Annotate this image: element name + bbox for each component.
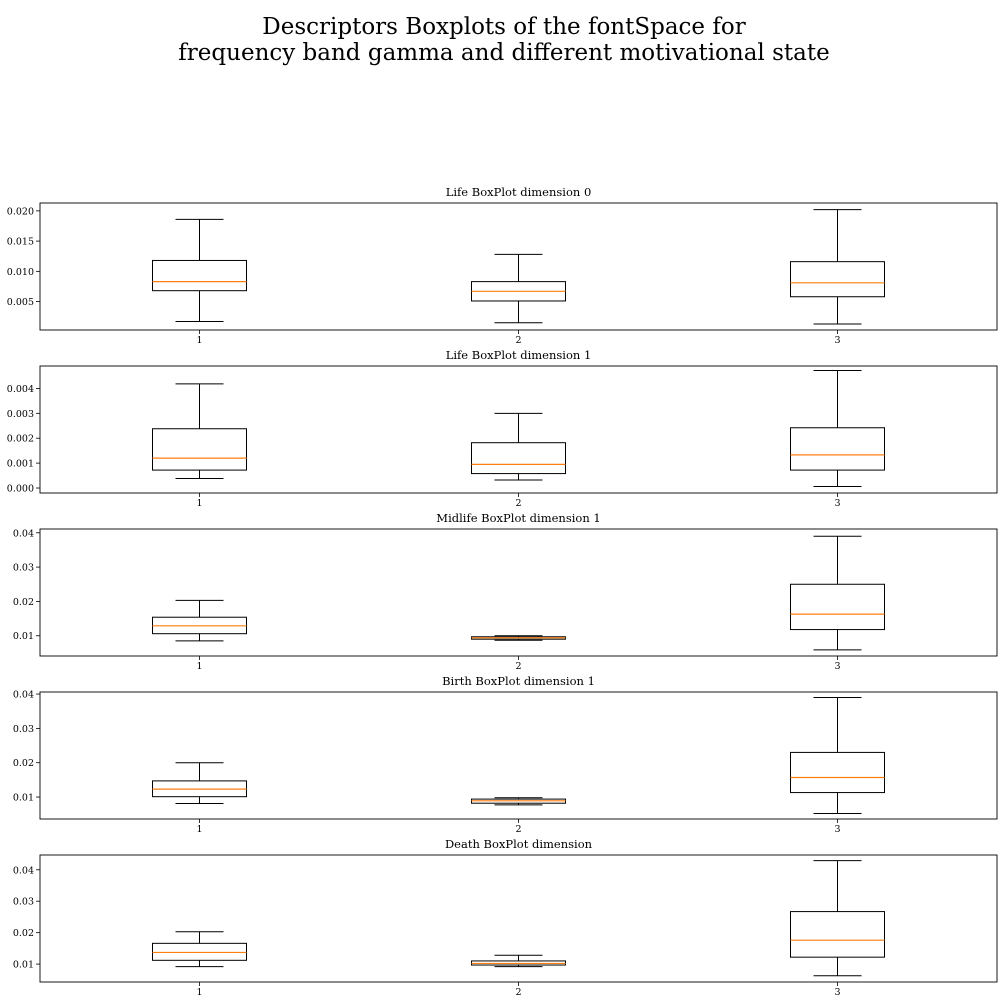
y-tick-label: 0.04	[13, 865, 34, 876]
y-tick-label: 0.020	[7, 206, 34, 217]
subplot-2: Life BoxPlot dimension 1 1 2 3 0.000 0.001 0.0…	[7, 348, 998, 509]
box-2	[471, 954, 566, 968]
y-tick-label: 0.01	[13, 960, 34, 971]
subplot-title: Life BoxPlot dimension 0	[446, 185, 592, 199]
x-tick-label: 2	[515, 661, 521, 672]
x-tick-label: 2	[515, 987, 521, 998]
y-tick-label: 0.03	[13, 724, 34, 735]
x-tick-label: 1	[196, 661, 202, 672]
box-1	[152, 762, 247, 805]
subplot-4: Birth BoxPlot dimension 1 1 2 3 0.01 0.02 0.03…	[13, 674, 998, 835]
box-3	[790, 369, 885, 488]
box-3	[790, 535, 885, 651]
box-1	[152, 218, 247, 323]
box-3	[790, 696, 885, 815]
box-2	[471, 253, 566, 324]
y-tick-label: 0.000	[7, 484, 34, 495]
y-tick-label: 0.005	[7, 297, 34, 308]
subplot-title: Death BoxPlot dimension	[445, 837, 593, 851]
iqr-box	[471, 442, 566, 475]
x-tick-label: 3	[834, 498, 840, 509]
box-1	[152, 599, 247, 642]
iqr-box	[790, 911, 885, 958]
iqr-box	[152, 942, 247, 961]
x-tick-label: 3	[834, 661, 840, 672]
iqr-box	[152, 259, 247, 292]
axes-frame	[39, 528, 998, 657]
y-tick-label: 0.02	[13, 928, 34, 939]
subplot-5: Death BoxPlot dimension 1 2 3 0.01 0.02 0.03 0.…	[13, 837, 998, 998]
axes-frame	[39, 365, 998, 494]
x-tick-label: 2	[515, 498, 521, 509]
iqr-box	[152, 428, 247, 471]
iqr-box	[790, 583, 885, 631]
axes-frame	[39, 202, 998, 331]
axes-frame	[39, 691, 998, 820]
box-2	[471, 412, 566, 481]
iqr-box	[790, 261, 885, 298]
axes-frame	[39, 854, 998, 983]
box-2	[471, 635, 566, 641]
y-tick-label: 0.01	[13, 631, 34, 642]
x-tick-label: 1	[196, 335, 202, 346]
y-tick-label: 0.010	[7, 267, 34, 278]
box-3	[790, 209, 885, 325]
x-tick-label: 2	[515, 335, 521, 346]
y-tick-label: 0.03	[13, 897, 34, 908]
box-3	[790, 860, 885, 977]
figure-title-line-1: Descriptors Boxplots of the fontSpace fo…	[262, 14, 746, 40]
figure-title: Descriptors Boxplots of the fontSpace fo…	[0, 14, 1008, 66]
box-2	[471, 797, 566, 806]
x-tick-label: 1	[196, 987, 202, 998]
subplot-title: Midlife BoxPlot dimension 1	[436, 511, 600, 525]
y-tick-label: 0.001	[7, 459, 34, 470]
subplot-1: Life BoxPlot dimension 0 1 2 3 0.005 0.010 0.0…	[7, 185, 998, 346]
iqr-box	[790, 751, 885, 794]
x-tick-label: 1	[196, 498, 202, 509]
subplot-3: Midlife BoxPlot dimension 1 1 2 3 0.01 0.02 0.…	[13, 511, 998, 672]
y-tick-label: 0.002	[7, 434, 34, 445]
iqr-box	[790, 427, 885, 471]
y-tick-label: 0.004	[7, 384, 34, 395]
x-tick-label: 3	[834, 824, 840, 835]
figure-title-line-2: frequency band gamma and different motiv…	[178, 40, 830, 66]
x-tick-label: 1	[196, 824, 202, 835]
y-tick-label: 0.003	[7, 409, 34, 420]
y-tick-label: 0.04	[13, 690, 34, 701]
y-tick-label: 0.04	[13, 528, 34, 539]
box-1	[152, 383, 247, 480]
y-tick-label: 0.02	[13, 758, 34, 769]
x-tick-label: 2	[515, 824, 521, 835]
x-tick-label: 3	[834, 335, 840, 346]
y-tick-label: 0.015	[7, 237, 34, 248]
box-1	[152, 931, 247, 968]
y-tick-label: 0.02	[13, 597, 34, 608]
subplot-title: Birth BoxPlot dimension 1	[442, 674, 595, 688]
y-tick-label: 0.03	[13, 563, 34, 574]
x-tick-label: 3	[834, 987, 840, 998]
y-tick-label: 0.01	[13, 793, 34, 804]
subplot-title: Life BoxPlot dimension 1	[446, 348, 592, 362]
